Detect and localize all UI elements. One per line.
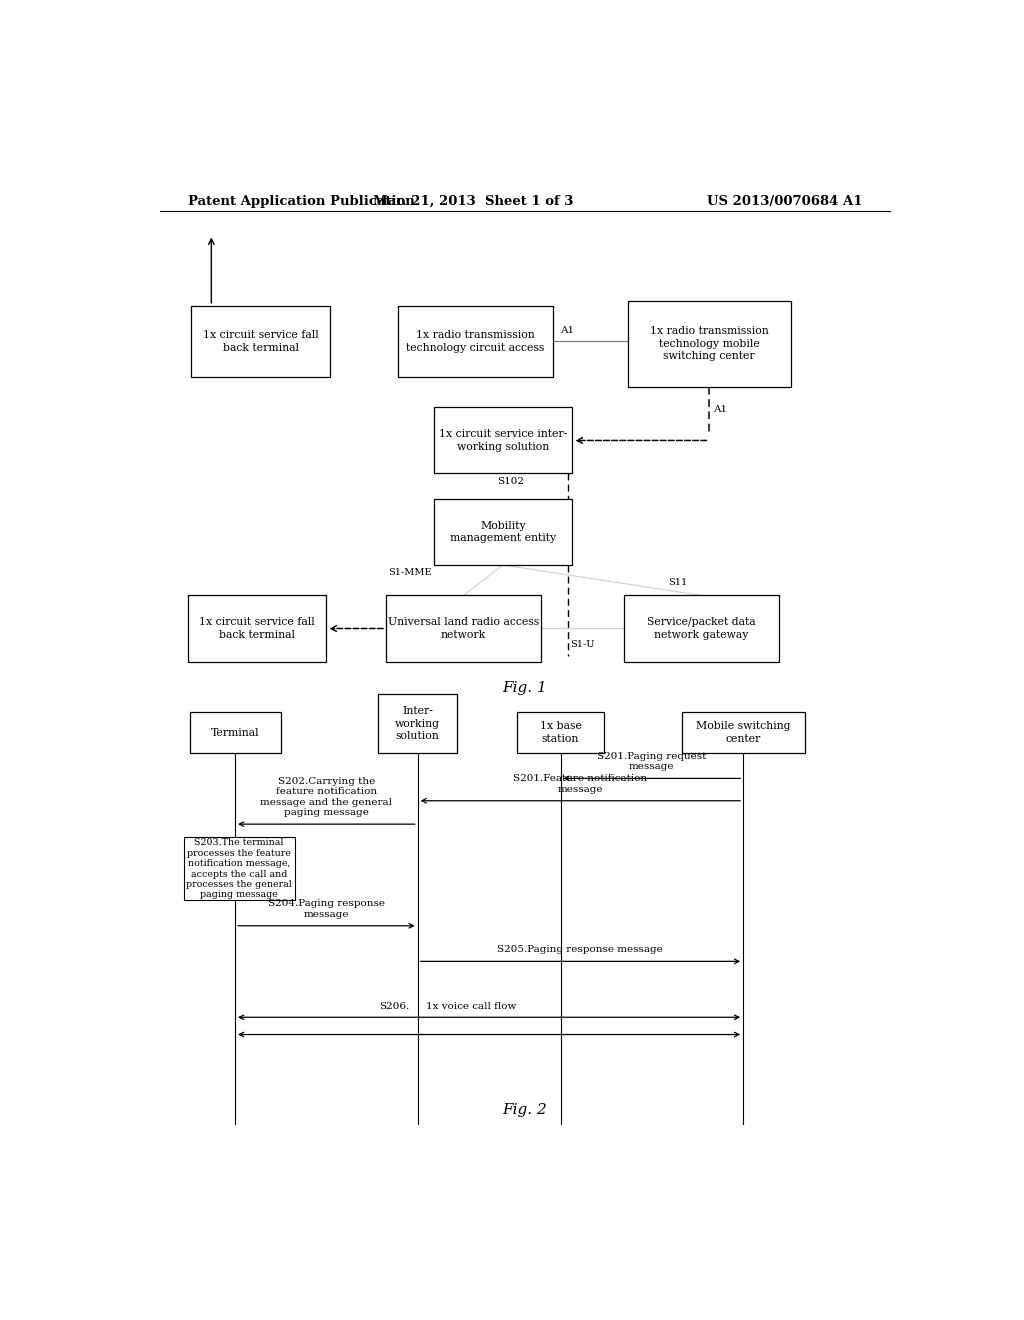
Text: Fig. 2: Fig. 2 bbox=[503, 1102, 547, 1117]
Text: 1x circuit service fall
back terminal: 1x circuit service fall back terminal bbox=[203, 330, 318, 352]
Text: Inter-
working
solution: Inter- working solution bbox=[395, 706, 440, 741]
Text: S1-U: S1-U bbox=[570, 640, 595, 649]
Text: Service/packet data
network gateway: Service/packet data network gateway bbox=[647, 618, 756, 640]
Bar bbox=[433, 499, 572, 565]
Text: S202.Carrying the
feature notification
message and the general
paging message: S202.Carrying the feature notification m… bbox=[260, 777, 392, 817]
Bar bbox=[386, 595, 541, 661]
Text: Mobile switching
center: Mobile switching center bbox=[695, 722, 791, 744]
Text: S201.Feature notification
message: S201.Feature notification message bbox=[513, 775, 647, 793]
Text: 1x base
station: 1x base station bbox=[540, 722, 582, 744]
Text: Mobility
management entity: Mobility management entity bbox=[450, 520, 556, 543]
Bar bbox=[682, 713, 805, 752]
Text: A1: A1 bbox=[714, 405, 727, 414]
Bar bbox=[187, 595, 327, 661]
Bar bbox=[191, 306, 331, 378]
Bar bbox=[517, 713, 604, 752]
Text: 1x voice call flow: 1x voice call flow bbox=[426, 1002, 516, 1011]
Bar bbox=[397, 306, 553, 378]
Text: S206.: S206. bbox=[380, 1002, 410, 1011]
Text: S204.Paging response
message: S204.Paging response message bbox=[268, 899, 385, 919]
Text: 1x circuit service fall
back terminal: 1x circuit service fall back terminal bbox=[199, 618, 314, 640]
Text: Patent Application Publication: Patent Application Publication bbox=[187, 194, 415, 207]
Bar bbox=[189, 713, 281, 752]
Bar bbox=[378, 694, 458, 752]
Bar bbox=[628, 301, 791, 387]
Text: Mar. 21, 2013  Sheet 1 of 3: Mar. 21, 2013 Sheet 1 of 3 bbox=[373, 194, 573, 207]
Text: S11: S11 bbox=[668, 578, 687, 587]
Text: S102: S102 bbox=[498, 477, 524, 486]
Text: US 2013/0070684 A1: US 2013/0070684 A1 bbox=[707, 194, 862, 207]
Text: S203.The terminal
processes the feature
notification message,
accepts the call a: S203.The terminal processes the feature … bbox=[186, 838, 292, 899]
Text: S1-MME: S1-MME bbox=[388, 568, 431, 577]
Bar bbox=[183, 837, 295, 900]
Text: S205.Paging response message: S205.Paging response message bbox=[498, 945, 664, 954]
Text: 1x circuit service inter-
working solution: 1x circuit service inter- working soluti… bbox=[439, 429, 567, 451]
Bar bbox=[624, 595, 779, 661]
Text: Universal land radio access
network: Universal land radio access network bbox=[388, 618, 539, 640]
Text: 1x radio transmission
technology circuit access: 1x radio transmission technology circuit… bbox=[406, 330, 545, 352]
Text: Fig. 1: Fig. 1 bbox=[503, 681, 547, 696]
Text: 1x radio transmission
technology mobile
switching center: 1x radio transmission technology mobile … bbox=[650, 326, 769, 362]
Text: S201.Paging request
message: S201.Paging request message bbox=[597, 752, 707, 771]
Text: Terminal: Terminal bbox=[211, 727, 259, 738]
Text: A1: A1 bbox=[560, 326, 574, 335]
Bar bbox=[433, 408, 572, 474]
